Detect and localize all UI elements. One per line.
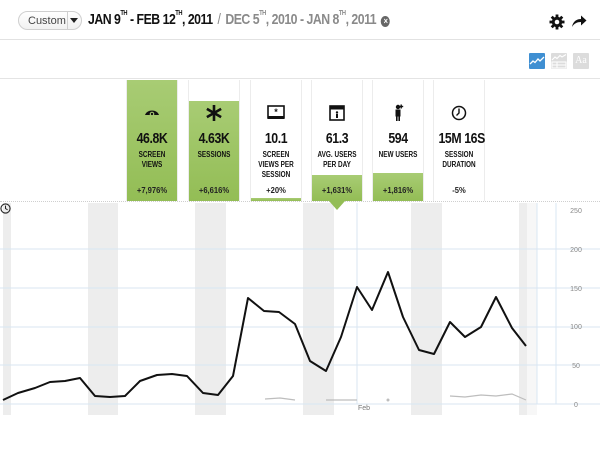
metric-card-screen-views[interactable]: 46.8K SCREEN VIEWS +7,976% xyxy=(126,80,178,201)
date-range-display[interactable]: JAN 9TH - FEB 12TH, 2011 / DEC 5TH, 2010… xyxy=(88,10,391,28)
line-chart[interactable]: 250 200 150 100 50 0 Feb xyxy=(0,203,600,423)
share-icon[interactable] xyxy=(571,14,587,28)
metrics-divider xyxy=(0,201,600,202)
comparison-date-range: DEC 5TH, 2010 - JAN 8TH, 2011 xyxy=(225,10,377,28)
metric-label: SCREEN VIEWS xyxy=(138,150,166,169)
clear-comparison-icon[interactable]: × xyxy=(381,16,391,27)
compare-end-suffix: TH xyxy=(338,10,346,17)
chart-canvas xyxy=(0,203,600,415)
metric-delta: +1,631% xyxy=(321,186,353,195)
metric-value: 4.63K xyxy=(198,130,230,147)
weekend-bands xyxy=(3,203,527,415)
current-series xyxy=(2,271,527,401)
metric-cards: 46.8K SCREEN VIEWS +7,976% 4.63K SESSIONS… xyxy=(0,80,600,210)
start-date-suffix: TH xyxy=(120,10,128,17)
metric-fill-bar xyxy=(127,80,177,201)
metric-label: SESSIONS xyxy=(197,150,231,159)
clock-icon[interactable] xyxy=(0,203,11,214)
x-tick-feb: Feb xyxy=(358,405,371,412)
selected-metric-pointer xyxy=(329,201,345,210)
end-year: , 2011 xyxy=(181,11,213,28)
metric-value: 10.1 xyxy=(264,130,288,147)
metric-fill-bar xyxy=(312,175,362,201)
comparison-series xyxy=(264,393,527,402)
compare-end-date: JAN 8 xyxy=(306,11,339,28)
compare-end-year: , 2011 xyxy=(345,11,377,28)
top-bar: Custom JAN 9TH - FEB 12TH, 2011 / DEC 5T… xyxy=(0,0,600,40)
text-view-button[interactable]: Aa xyxy=(573,53,589,69)
metric-card-new-users[interactable]: 594 NEW USERS +1,816% xyxy=(372,80,424,201)
end-date: - FEB 12 xyxy=(127,11,176,28)
y-tick: 100 xyxy=(570,324,582,331)
y-tick: 50 xyxy=(572,363,580,370)
metric-label: NEW USERS xyxy=(378,150,418,159)
asterisk-icon xyxy=(206,105,222,121)
metric-card-sessions[interactable]: 4.63K SESSIONS +6,616% xyxy=(188,80,240,201)
compare-start-year: , 2010 - xyxy=(265,11,307,28)
y-tick: 200 xyxy=(570,247,582,254)
screen-icon: * xyxy=(267,105,285,119)
date-range-select-label: Custom xyxy=(28,14,66,27)
compare-start-date: DEC 5 xyxy=(225,11,260,28)
y-tick: 150 xyxy=(570,286,582,293)
eye-icon xyxy=(145,110,159,117)
y-tick: 0 xyxy=(574,402,578,409)
primary-date-range: JAN 9TH - FEB 12TH, 2011 xyxy=(88,10,213,28)
metric-value: 594 xyxy=(388,130,408,147)
metric-fill-bar xyxy=(373,173,423,201)
range-separator: / xyxy=(217,11,221,28)
metric-card-session-duration[interactable]: 15M 16S SESSION DURATION -5% xyxy=(433,80,485,201)
calendar-user-icon xyxy=(329,105,345,121)
compare-start-suffix: TH xyxy=(259,10,266,17)
metric-label: SESSION DURATION xyxy=(442,150,476,169)
metric-fill-bar xyxy=(251,198,301,201)
clock-icon xyxy=(451,105,467,121)
metric-card-screen-views-per-session[interactable]: * 10.1 SCREEN VIEWS PER SESSION +20% xyxy=(250,80,302,201)
metric-label: SCREEN VIEWS PER SESSION xyxy=(258,150,294,179)
metric-delta: -5% xyxy=(452,186,466,195)
table-view-button[interactable] xyxy=(551,53,567,69)
date-range-select[interactable]: Custom xyxy=(18,11,82,30)
line-chart-icon xyxy=(529,56,545,65)
y-tick: 250 xyxy=(570,208,582,215)
metric-value: 15M 16S xyxy=(438,130,486,147)
metric-delta: +1,816% xyxy=(382,186,414,195)
new-user-icon xyxy=(395,104,404,121)
metric-label: AVG. USERS PER DAY xyxy=(317,150,357,169)
line-chart-view-button[interactable] xyxy=(529,53,545,69)
metric-card-avg-users-per-day[interactable]: 61.3 AVG. USERS PER DAY +1,631% xyxy=(311,80,363,210)
start-date: JAN 9 xyxy=(88,11,121,28)
metric-delta: +7,976% xyxy=(136,186,168,195)
metric-delta: +6,616% xyxy=(198,186,230,195)
svg-text:*: * xyxy=(274,107,278,117)
chevron-down-icon[interactable] xyxy=(66,12,81,29)
end-date-suffix: TH xyxy=(175,10,182,17)
metric-delta: +20% xyxy=(266,186,286,195)
view-toggle-bar: Aa xyxy=(0,41,600,79)
metric-value: 46.8K xyxy=(136,130,168,147)
chart-table-icon xyxy=(551,54,567,69)
gridlines xyxy=(0,203,600,405)
gear-icon[interactable] xyxy=(549,14,565,30)
metric-value: 61.3 xyxy=(325,130,349,147)
